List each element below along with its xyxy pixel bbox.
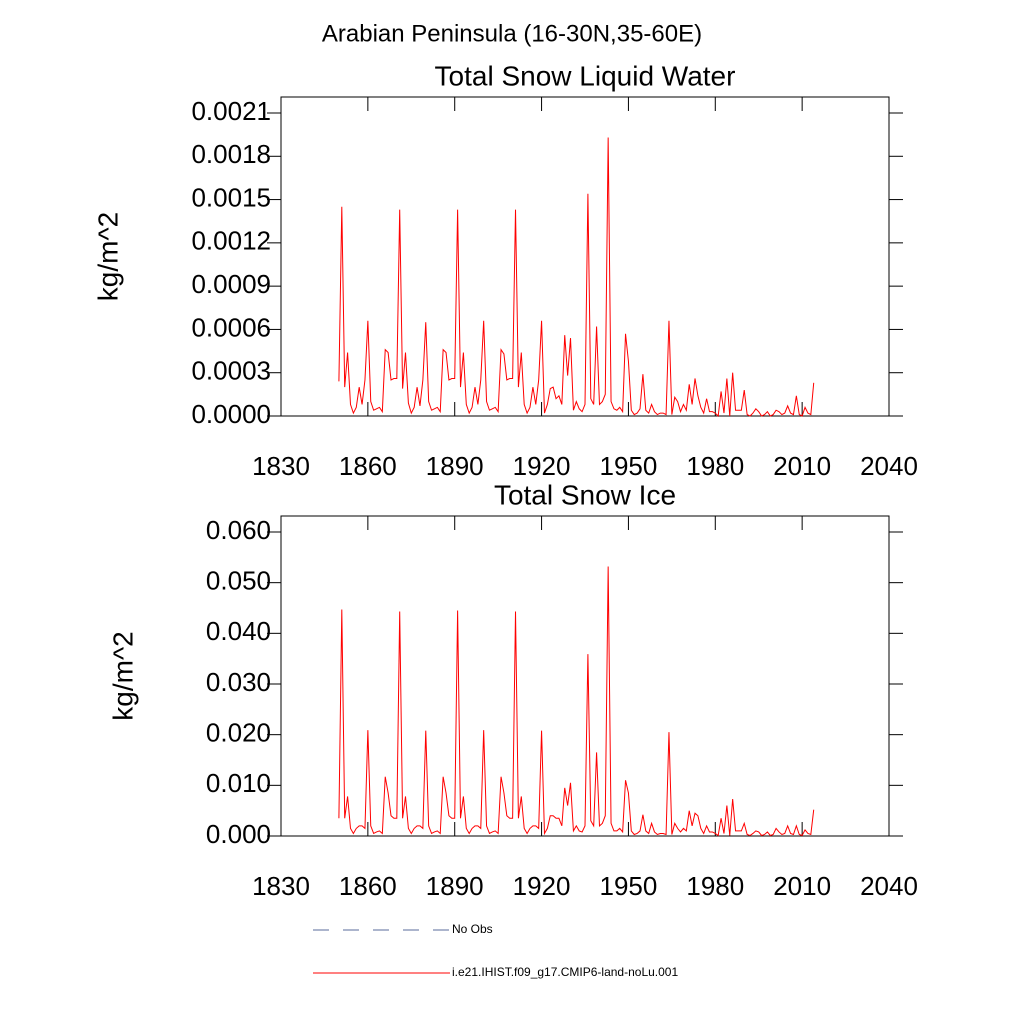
data-line [338, 566, 815, 837]
y-tick-label: 0.0021 [191, 96, 271, 126]
legend-label: i.e21.IHIST.f09_g17.CMIP6-land-noLu.001 [452, 965, 678, 979]
x-tick-label: 1950 [600, 451, 658, 481]
y-tick-label: 0.060 [206, 515, 271, 545]
x-tick-label: 2010 [773, 871, 831, 901]
data-line [338, 137, 815, 418]
y-tick-label: 0.0009 [191, 269, 271, 299]
x-tick-label: 1830 [252, 871, 310, 901]
y-tick-label: 0.0000 [191, 399, 271, 429]
legend-label: No Obs [452, 922, 493, 936]
chart-title: Total Snow Liquid Water [435, 60, 736, 91]
x-tick-label: 1950 [600, 871, 658, 901]
y-tick-label: 0.0006 [191, 312, 271, 342]
chart-title: Total Snow Ice [494, 479, 676, 510]
plot-frame [280, 96, 890, 417]
y-tick-label: 0.0012 [191, 226, 271, 256]
y-tick-label: 0.000 [206, 819, 271, 849]
x-tick-label: 1890 [426, 451, 484, 481]
y-tick-label: 0.0018 [191, 139, 271, 169]
y-tick-label: 0.010 [206, 768, 271, 798]
y-tick-label: 0.020 [206, 718, 271, 748]
y-axis-label: kg/m^2 [107, 631, 138, 720]
y-tick-label: 0.0003 [191, 356, 271, 386]
y-tick-label: 0.040 [206, 616, 271, 646]
y-tick-label: 0.050 [206, 566, 271, 596]
figure-title: Arabian Peninsula (16-30N,35-60E) [322, 20, 702, 47]
x-tick-label: 1920 [513, 871, 571, 901]
y-axis-label: kg/m^2 [92, 212, 123, 301]
x-tick-label: 1920 [513, 451, 571, 481]
x-tick-label: 2010 [773, 451, 831, 481]
plot-frame [280, 515, 890, 837]
x-tick-label: 1890 [426, 871, 484, 901]
x-tick-label: 2040 [860, 451, 918, 481]
x-tick-label: 1860 [339, 451, 397, 481]
x-tick-label: 1980 [686, 871, 744, 901]
x-tick-label: 1830 [252, 451, 310, 481]
y-tick-label: 0.030 [206, 667, 271, 697]
x-tick-label: 2040 [860, 871, 918, 901]
x-tick-label: 1860 [339, 871, 397, 901]
y-tick-label: 0.0015 [191, 182, 271, 212]
x-tick-label: 1980 [686, 451, 744, 481]
